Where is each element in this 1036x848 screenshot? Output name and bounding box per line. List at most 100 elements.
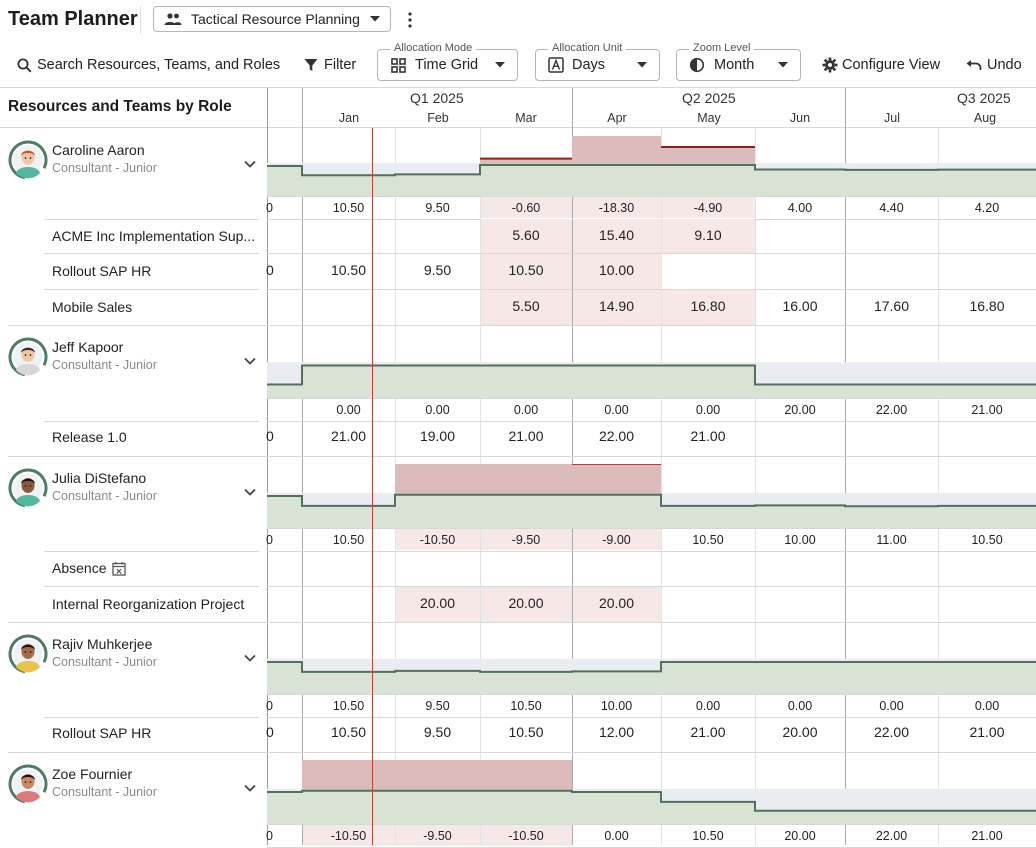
total-cell[interactable]: 10.50 (302, 201, 395, 215)
total-cell[interactable]: -4.90 (661, 201, 755, 215)
chevron-down-icon[interactable] (244, 779, 256, 787)
allocation-cell[interactable]: 10.00 (572, 262, 661, 278)
total-cell[interactable]: 4.40 (845, 201, 938, 215)
allocation-cell[interactable]: 20.00 (395, 595, 480, 611)
total-cell[interactable]: 20.00 (755, 403, 845, 417)
total-cell[interactable]: 22.00 (845, 403, 938, 417)
total-cell[interactable]: 9.50 (395, 699, 480, 713)
allocation-cell[interactable]: 21.00 (661, 724, 755, 740)
total-cell[interactable]: 0.00 (395, 403, 480, 417)
allocation-cell[interactable]: 21.00 (480, 428, 572, 444)
total-cell[interactable]: 10.50 (480, 699, 572, 713)
allocation-cell[interactable]: 14.90 (572, 298, 661, 314)
resource-name[interactable]: Caroline Aaron (52, 142, 145, 158)
allocation-cell[interactable]: 0 (266, 428, 301, 444)
total-cell[interactable]: 10.00 (572, 699, 661, 713)
allocation-cell[interactable]: 10.50 (302, 262, 395, 278)
total-cell[interactable]: -10.50 (480, 829, 572, 843)
total-cell[interactable]: 20.00 (755, 829, 845, 843)
chevron-down-icon[interactable] (244, 483, 256, 491)
undo-button[interactable]: Undo (966, 54, 1022, 76)
total-cell[interactable]: -10.50 (302, 829, 395, 843)
total-cell[interactable]: 9.50 (395, 201, 480, 215)
zoom-level-select[interactable]: Zoom Level Month (676, 49, 801, 81)
total-cell[interactable]: 10.50 (302, 699, 395, 713)
total-cell[interactable]: 0 (266, 829, 301, 843)
project-name[interactable]: Rollout SAP HR (52, 725, 151, 741)
total-cell[interactable]: -9.50 (480, 533, 572, 547)
total-cell[interactable]: 0 (266, 699, 301, 713)
configure-view-button[interactable]: Configure View (822, 54, 940, 76)
total-cell[interactable]: 0.00 (302, 403, 395, 417)
total-cell[interactable]: 10.50 (938, 533, 1036, 547)
total-cell[interactable]: 21.00 (938, 403, 1036, 417)
total-cell[interactable]: 0.00 (661, 699, 755, 713)
allocation-cell[interactable]: 21.00 (661, 428, 755, 444)
total-cell[interactable]: 0.00 (938, 699, 1036, 713)
allocation-cell[interactable]: 22.00 (572, 428, 661, 444)
total-cell[interactable]: 10.50 (661, 533, 755, 547)
project-name[interactable]: Absence (52, 560, 126, 576)
allocation-cell[interactable]: 20.00 (755, 724, 845, 740)
total-cell[interactable]: -0.60 (480, 201, 572, 215)
total-cell[interactable]: 10.50 (302, 533, 395, 547)
allocation-cell[interactable]: 16.80 (661, 298, 755, 314)
allocation-cell[interactable]: 16.80 (938, 298, 1036, 314)
total-cell[interactable]: 0.00 (845, 699, 938, 713)
allocation-cell[interactable]: 5.50 (480, 298, 572, 314)
allocation-cell[interactable]: 20.00 (480, 595, 572, 611)
total-cell[interactable]: 4.00 (755, 201, 845, 215)
project-name[interactable]: ACME Inc Implementation Sup... (52, 228, 255, 244)
total-cell[interactable]: 0.00 (755, 699, 845, 713)
total-cell[interactable]: 22.00 (845, 829, 938, 843)
resource-name[interactable]: Jeff Kapoor (52, 339, 123, 355)
allocation-cell[interactable]: 10.50 (302, 724, 395, 740)
total-cell[interactable]: 0.00 (572, 403, 661, 417)
allocation-cell[interactable]: 9.10 (661, 227, 755, 243)
resource-name[interactable]: Zoe Fournier (52, 766, 132, 782)
total-cell[interactable]: -9.00 (572, 533, 661, 547)
total-cell[interactable]: 0.00 (480, 403, 572, 417)
total-cell[interactable]: 10.00 (755, 533, 845, 547)
chevron-down-icon[interactable] (244, 155, 256, 163)
allocation-cell[interactable]: 5.60 (480, 227, 572, 243)
total-cell[interactable]: -10.50 (395, 533, 480, 547)
total-cell[interactable]: -18.30 (572, 201, 661, 215)
project-name[interactable]: Release 1.0 (52, 429, 127, 445)
allocation-cell[interactable]: 16.00 (755, 298, 845, 314)
allocation-unit-select[interactable]: Allocation Unit Days (535, 49, 660, 81)
allocation-cell[interactable]: 9.50 (395, 724, 480, 740)
filter-button[interactable]: Filter (304, 54, 356, 76)
project-name[interactable]: Internal Reorganization Project (52, 596, 244, 612)
total-cell[interactable]: 0.00 (572, 829, 661, 843)
allocation-cell[interactable]: 10.50 (480, 262, 572, 278)
allocation-cell[interactable]: 20.00 (572, 595, 661, 611)
total-cell[interactable]: 0 (266, 533, 301, 547)
allocation-cell[interactable]: 0 (266, 724, 301, 740)
resource-name[interactable]: Julia DiStefano (52, 470, 146, 486)
total-cell[interactable]: 11.00 (845, 533, 938, 547)
allocation-cell[interactable]: 10.50 (480, 724, 572, 740)
allocation-cell[interactable]: 19.00 (395, 428, 480, 444)
total-cell[interactable]: 10.50 (661, 829, 755, 843)
allocation-cell[interactable]: 9.50 (395, 262, 480, 278)
chevron-down-icon[interactable] (244, 352, 256, 360)
view-selector[interactable]: Tactical Resource Planning (153, 6, 391, 32)
resource-name[interactable]: Rajiv Muhkerjee (52, 636, 152, 652)
allocation-cell[interactable]: 21.00 (938, 724, 1036, 740)
allocation-cell[interactable]: 22.00 (845, 724, 938, 740)
total-cell[interactable]: 0.00 (661, 403, 755, 417)
allocation-cell[interactable]: 15.40 (572, 227, 661, 243)
total-cell[interactable]: 0 (266, 201, 301, 215)
search-button[interactable]: Search Resources, Teams, and Roles (17, 54, 280, 76)
total-cell[interactable]: 4.20 (938, 201, 1036, 215)
allocation-mode-select[interactable]: Allocation Mode Time Grid (377, 49, 518, 81)
more-options-icon[interactable] (403, 11, 417, 29)
chevron-down-icon[interactable] (244, 649, 256, 657)
project-name[interactable]: Rollout SAP HR (52, 263, 151, 279)
allocation-cell[interactable]: 0 (266, 262, 301, 278)
total-cell[interactable]: 21.00 (938, 829, 1036, 843)
allocation-cell[interactable]: 21.00 (302, 428, 395, 444)
allocation-cell[interactable]: 12.00 (572, 724, 661, 740)
allocation-cell[interactable]: 17.60 (845, 298, 938, 314)
